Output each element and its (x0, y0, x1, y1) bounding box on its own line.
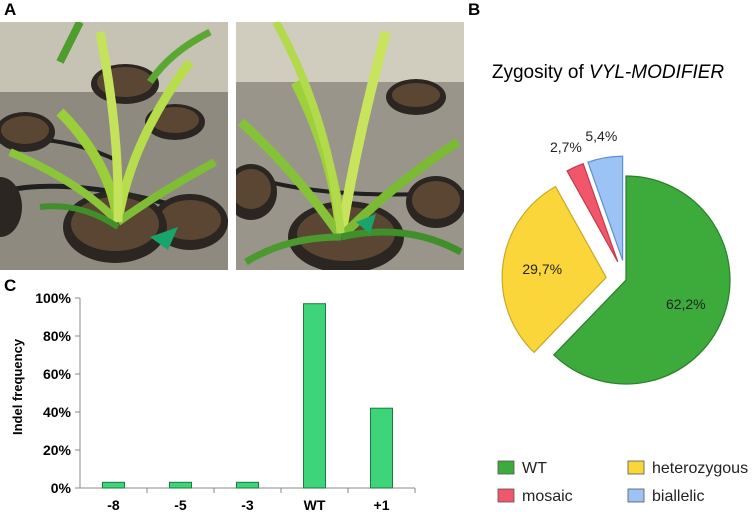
bar-marks (102, 303, 393, 489)
bar-x-tick-label: WT (304, 497, 326, 513)
bar-y-axis-label: Indel frequency (10, 338, 25, 435)
bar--3 (236, 481, 259, 489)
maize-photo-right (236, 22, 464, 270)
pie-slice-heterozygous (501, 185, 607, 354)
legend-swatch-biallelic (627, 488, 645, 503)
legend-label-heterozygous: heterozygous (652, 460, 748, 477)
bar--5 (169, 481, 192, 489)
pie-title-gene: VYL-MODIFIER (589, 62, 724, 83)
pie-legend: WT heterozygous mosaic biallelic (497, 460, 748, 505)
bar-x-tick-label: -5 (174, 497, 187, 513)
zygosity-pie-chart: Zygosity of VYL-MODIFIER 62,2% 29,7% 2,7%5… (492, 62, 748, 505)
panel-letter-c: C (4, 276, 17, 295)
pie-label-biallelic: 5,4% (585, 128, 617, 144)
maize-photo-left (0, 22, 228, 270)
indel-bar-chart: Indel frequency 0% 20% 40% 60% 80% 100% -8 -5 -3… (10, 290, 416, 513)
bar-ticks: 0% 20% 40% 60% 80% 100% -8 -5 -3 WT +1 (35, 290, 390, 513)
legend-label-mosaic: mosaic (522, 488, 573, 505)
pie-slice-WT (553, 175, 731, 385)
bar-y-tick-label: 20% (43, 442, 72, 458)
bar-+1 (370, 407, 393, 489)
pie-slice-mosaic (566, 162, 619, 263)
bar-axes (75, 297, 416, 493)
bar-x-tick-label: -3 (241, 497, 254, 513)
legend-swatch-mosaic (497, 488, 515, 503)
bar-x-tick-label: -8 (107, 497, 120, 513)
pie-label-mosaic: 2,7% (550, 139, 582, 155)
panel-letter-a: A (4, 0, 17, 19)
pie-labels: 62,2% 29,7% 2,7%5,4% (522, 128, 705, 312)
pie-title-prefix: Zygosity of (492, 62, 589, 83)
pie-label-WT: 62,2% (666, 296, 706, 312)
panel-letter-b: B (468, 0, 481, 19)
legend-swatch-WT (497, 460, 515, 475)
pie-slice-biallelic (587, 155, 624, 261)
bar--8 (102, 481, 125, 489)
bar-y-tick-label: 60% (43, 366, 72, 382)
legend-label-WT: WT (522, 460, 547, 477)
bar-WT (303, 303, 326, 489)
bar-y-tick-label: 80% (43, 328, 72, 344)
bar-x-tick-label: +1 (374, 497, 390, 513)
bar-y-tick-label: 40% (43, 404, 72, 420)
legend-swatch-heterozygous (627, 460, 645, 475)
pie-slices (501, 155, 731, 385)
pie-title: Zygosity of VYL-MODIFIER (492, 62, 725, 83)
legend-label-biallelic: biallelic (652, 488, 704, 505)
bar-y-tick-label: 100% (35, 290, 71, 306)
pie-label-heterozygous: 29,7% (522, 261, 562, 277)
bar-y-tick-label: 0% (51, 480, 72, 496)
